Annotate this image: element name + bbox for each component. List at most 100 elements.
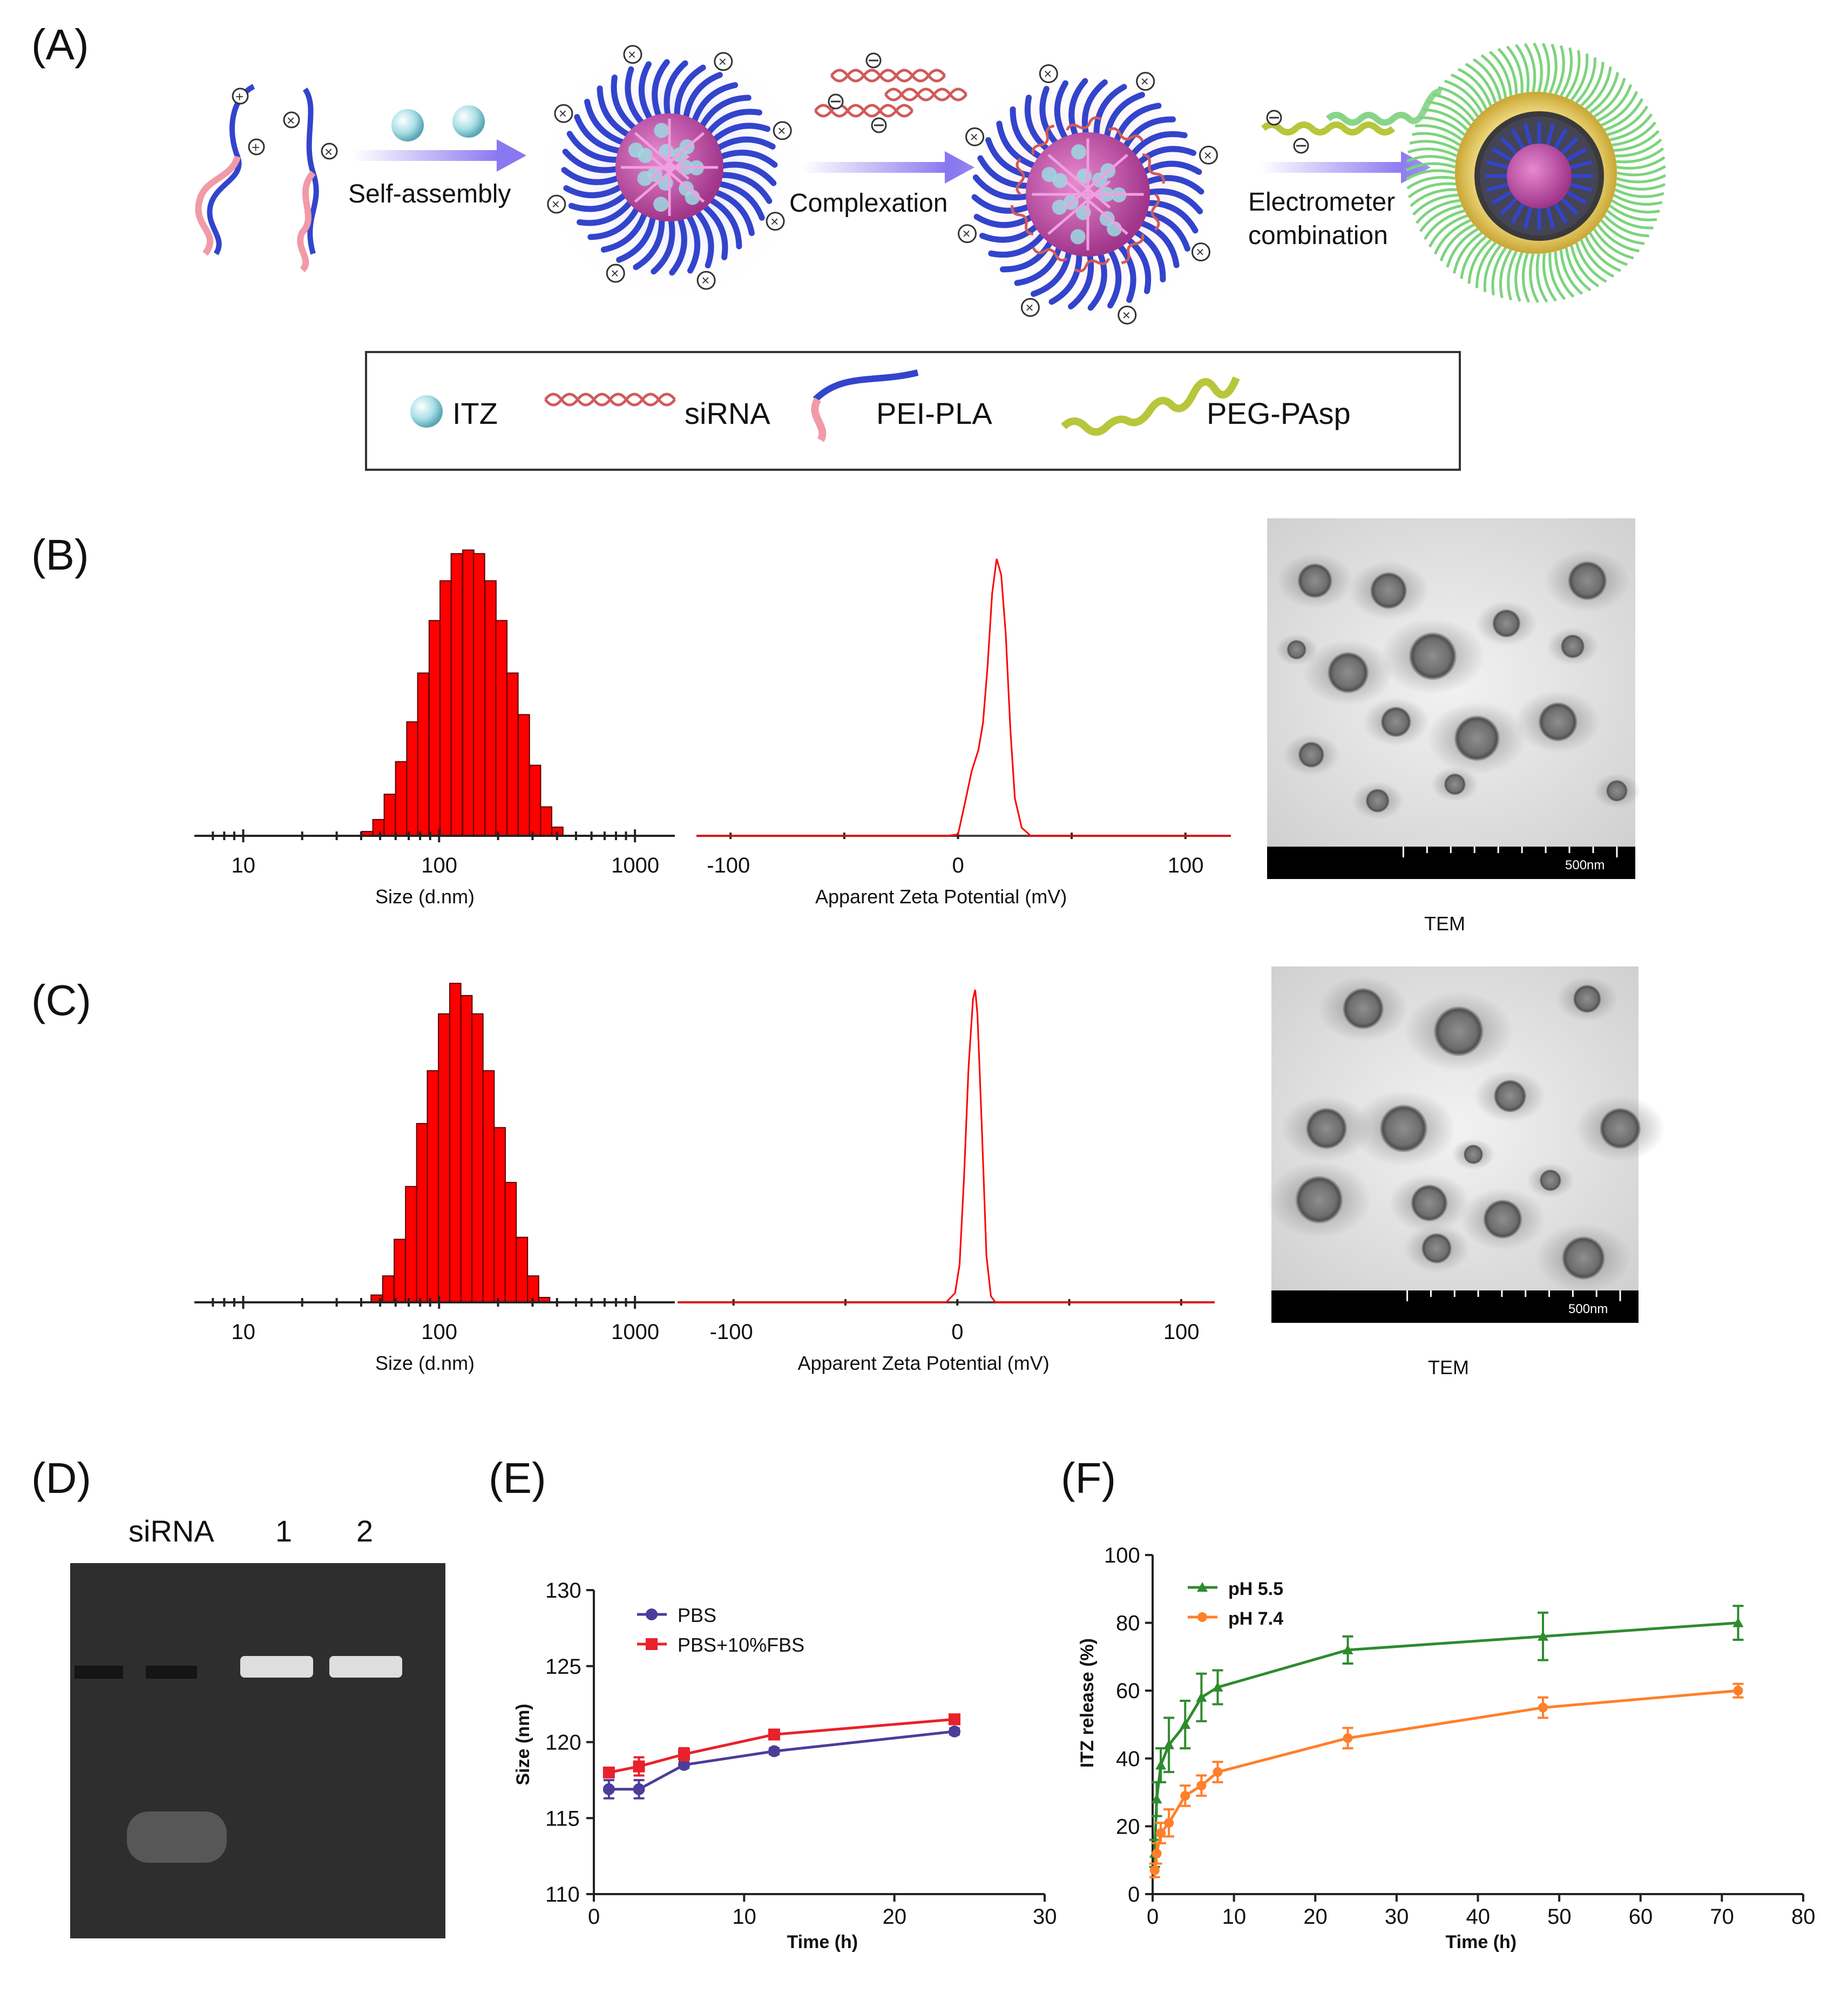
inner-pei-arm xyxy=(1491,189,1515,205)
histogram-bar xyxy=(406,721,419,836)
y-tick-label: 120 xyxy=(545,1731,581,1755)
final-nanoparticle xyxy=(1396,31,1676,312)
x-tick-label: 70 xyxy=(1710,1905,1734,1929)
itz-cargo xyxy=(628,142,644,158)
sirna-strand xyxy=(1108,127,1144,142)
core-chain xyxy=(649,154,705,203)
x-tick-label: 30 xyxy=(1385,1905,1409,1929)
y-tick-label: 100 xyxy=(1104,1544,1140,1567)
zeta-curve xyxy=(678,989,1215,1303)
y-tick-label: 125 xyxy=(545,1655,581,1679)
data-point xyxy=(1538,1631,1548,1641)
inner-pei-arm xyxy=(1523,204,1534,229)
sirna-strands xyxy=(814,52,967,133)
peg-brush xyxy=(1613,194,1663,206)
pei-pla-molecule-2: × × xyxy=(283,87,338,273)
pei-pla-legend-icon xyxy=(811,369,919,442)
svg-text:+: + xyxy=(235,89,243,105)
histogram-bar xyxy=(493,1127,506,1303)
peg-brush xyxy=(1585,236,1621,272)
y-tick-label: 115 xyxy=(545,1807,580,1830)
itz-cargo xyxy=(653,197,669,212)
data-point xyxy=(1164,1818,1174,1828)
tem-particle xyxy=(1444,773,1466,795)
peg-brush xyxy=(1609,205,1657,221)
charge-symbol: × xyxy=(1044,66,1052,82)
peg-brush xyxy=(1499,249,1512,299)
peg-brush xyxy=(1570,53,1589,101)
histogram-bar xyxy=(495,620,508,836)
sirna-strand xyxy=(1066,116,1102,131)
panel-label-d: (D) xyxy=(31,1454,91,1502)
histogram-bar xyxy=(450,553,463,836)
histogram-bar xyxy=(506,672,519,836)
histogram-bar xyxy=(439,580,452,837)
histogram-bar xyxy=(395,761,408,837)
inner-pei-arm xyxy=(1510,128,1526,152)
peg-brush xyxy=(1444,79,1483,113)
peg-brush xyxy=(1541,43,1551,93)
peg-brush xyxy=(1507,251,1518,301)
sirna-strand xyxy=(1150,193,1160,231)
micelle-siRNA-complexed: × × × × × × × × xyxy=(953,57,1223,327)
sirna-strand xyxy=(1011,205,1034,235)
positive-charge-icon xyxy=(1020,298,1040,317)
histogram-bar xyxy=(417,672,430,836)
inner-pei-arm xyxy=(1559,136,1579,157)
peg-brush xyxy=(1439,224,1475,262)
gel-band-lane-1 xyxy=(240,1656,313,1678)
charge-symbol: × xyxy=(963,226,971,242)
histogram-bar xyxy=(394,1239,406,1303)
peg-brush xyxy=(1565,247,1592,292)
micelle-ITZ-loaded: × × × × × × × × xyxy=(537,35,807,305)
data-point xyxy=(768,1745,780,1757)
tem-particle xyxy=(1379,1105,1427,1152)
peg-brush xyxy=(1418,116,1466,136)
positive-charge-icon xyxy=(958,224,977,244)
tem-particle xyxy=(1539,1169,1561,1191)
peg-brush xyxy=(1406,169,1456,181)
histogram-bar xyxy=(529,765,541,836)
peg-brush xyxy=(1514,252,1524,302)
histogram-bar xyxy=(471,1013,484,1303)
peg-brush xyxy=(1580,239,1615,278)
peg-brush xyxy=(1542,253,1557,302)
peg-brush xyxy=(1467,239,1492,284)
peg-brush xyxy=(1451,73,1487,110)
gel-well xyxy=(75,1666,123,1679)
itz-cargo xyxy=(637,171,653,186)
tem-particle xyxy=(1483,1200,1522,1239)
itz-cargo xyxy=(1070,229,1086,245)
peg-brush xyxy=(1438,86,1479,118)
inner-pei-arm xyxy=(1567,160,1592,171)
data-point xyxy=(678,1748,690,1761)
series-line xyxy=(1153,1689,1738,1871)
core-chain xyxy=(1065,180,1128,235)
sirna-strand xyxy=(1032,247,1068,262)
tem-image-c: 500nm TEM xyxy=(1267,966,1666,1378)
charge-symbol: × xyxy=(1122,307,1131,323)
x-tick-label: -100 xyxy=(707,854,750,877)
combination-label: combination xyxy=(1248,221,1388,250)
peg-brush xyxy=(1480,54,1507,98)
data-point xyxy=(1212,1681,1223,1692)
tem-particle xyxy=(1568,561,1607,600)
histogram-bar xyxy=(383,793,396,836)
scale-bar-label: 500nm xyxy=(1568,1302,1608,1316)
peg-brush xyxy=(1601,91,1639,127)
peg-brush xyxy=(1589,232,1628,266)
inner-core xyxy=(1507,144,1572,208)
charge-symbol: × xyxy=(770,213,779,229)
histogram-bar xyxy=(372,819,385,836)
inner-pei-arm xyxy=(1499,195,1520,216)
peg-brush xyxy=(1614,130,1660,152)
legend-label: pH 5.5 xyxy=(1228,1579,1283,1599)
histogram-bar xyxy=(484,580,497,837)
peg-brush xyxy=(1554,45,1565,95)
histogram-bar xyxy=(416,1123,429,1303)
peg-brush xyxy=(1497,48,1518,94)
itz-legend-icon xyxy=(410,395,443,428)
data-point xyxy=(1733,1686,1743,1696)
tem-particle xyxy=(1411,1185,1448,1221)
core-chain xyxy=(649,132,705,180)
